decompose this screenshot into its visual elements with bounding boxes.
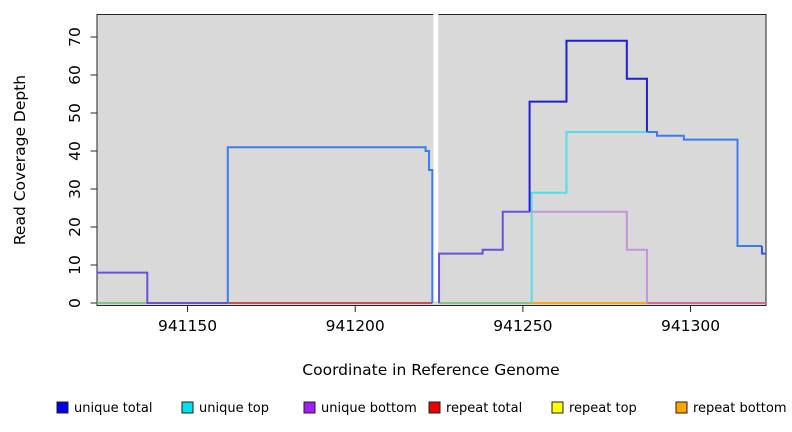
x-tick-label: 941300 xyxy=(661,317,720,335)
coverage-gap-band xyxy=(433,13,439,302)
legend-label-repeat-top: repeat top xyxy=(569,401,637,416)
x-tick-label: 941250 xyxy=(493,317,552,335)
data-line-cornflower-right xyxy=(646,131,762,247)
legend-label-repeat-bottom: repeat bottom xyxy=(693,401,787,416)
y-tick-label: 0 xyxy=(66,298,84,308)
x-tick-label: 941150 xyxy=(158,317,217,335)
legend-label-unique-top: unique top xyxy=(199,401,269,416)
y-tick-label: 70 xyxy=(66,27,84,47)
data-line-lightpurple-bottom-line xyxy=(529,210,648,303)
legend-swatch-repeat-bottom xyxy=(675,401,688,414)
data-line-violet-right xyxy=(438,210,530,303)
legend-swatch-repeat-total xyxy=(428,401,441,414)
y-tick-label: 40 xyxy=(66,141,84,161)
legend-label-unique-bottom: unique bottom xyxy=(321,401,417,416)
plot-border xyxy=(96,14,767,306)
data-line-end-notch xyxy=(760,246,766,255)
legend-swatch-unique-top xyxy=(181,401,194,414)
legend-swatch-unique-bottom xyxy=(303,401,316,414)
y-tick-label: 60 xyxy=(66,65,84,85)
legend-label-repeat-total: repeat total xyxy=(446,401,522,416)
legend-swatch-unique-total xyxy=(56,401,69,414)
x-axis-title: Coordinate in Reference Genome xyxy=(302,361,559,379)
legend-label-unique-total: unique total xyxy=(74,401,152,416)
data-line-cyan-top-line xyxy=(530,131,647,303)
y-tick-label: 50 xyxy=(66,103,84,123)
data-line-cornflower-plateau xyxy=(226,146,434,303)
x-tick-label: 941200 xyxy=(326,317,385,335)
data-line-darkblue-total-line xyxy=(528,39,648,212)
legend-swatch-repeat-top xyxy=(551,401,564,414)
y-tick-label: 20 xyxy=(66,217,84,237)
data-line-violet-left xyxy=(97,271,228,304)
y-tick-label: 30 xyxy=(66,179,84,199)
y-tick-label: 10 xyxy=(66,255,84,275)
y-axis-title: Read Coverage Depth xyxy=(11,75,29,245)
